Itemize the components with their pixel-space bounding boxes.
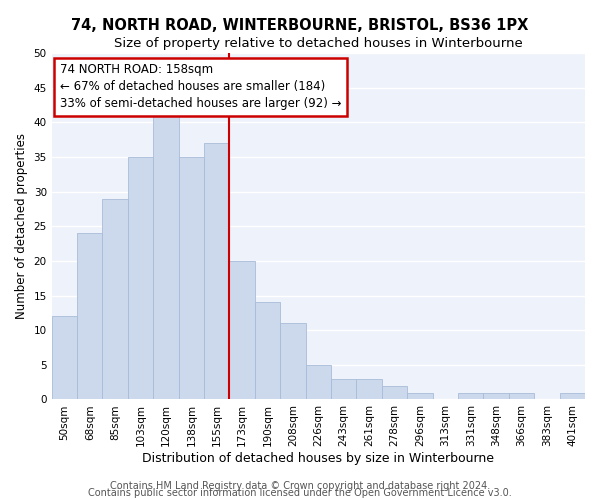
Bar [179,157,204,400]
Bar [382,386,407,400]
X-axis label: Distribution of detached houses by size in Winterbourne: Distribution of detached houses by size … [142,452,494,465]
Bar [560,392,585,400]
Bar [331,378,356,400]
Text: Contains HM Land Registry data © Crown copyright and database right 2024.: Contains HM Land Registry data © Crown c… [110,481,490,491]
Bar [153,108,179,400]
Bar [509,392,534,400]
Bar [229,261,255,400]
Bar [103,198,128,400]
Bar [407,392,433,400]
Y-axis label: Number of detached properties: Number of detached properties [15,134,28,320]
Bar [280,323,305,400]
Text: 74 NORTH ROAD: 158sqm
← 67% of detached houses are smaller (184)
33% of semi-det: 74 NORTH ROAD: 158sqm ← 67% of detached … [59,64,341,110]
Bar [255,302,280,400]
Bar [484,392,509,400]
Bar [204,143,229,400]
Bar [52,316,77,400]
Title: Size of property relative to detached houses in Winterbourne: Size of property relative to detached ho… [114,38,523,51]
Bar [128,157,153,400]
Bar [77,233,103,400]
Text: Contains public sector information licensed under the Open Government Licence v3: Contains public sector information licen… [88,488,512,498]
Bar [356,378,382,400]
Bar [458,392,484,400]
Text: 74, NORTH ROAD, WINTERBOURNE, BRISTOL, BS36 1PX: 74, NORTH ROAD, WINTERBOURNE, BRISTOL, B… [71,18,529,32]
Bar [305,365,331,400]
